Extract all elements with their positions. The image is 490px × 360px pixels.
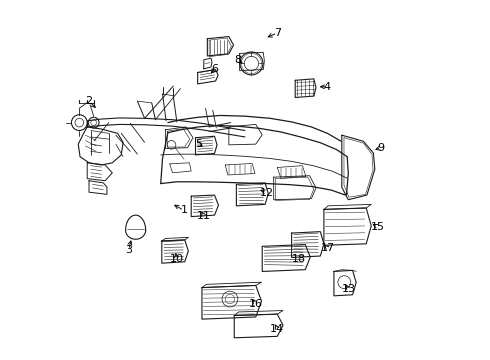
Text: 14: 14 (270, 324, 284, 334)
Text: 13: 13 (342, 284, 356, 294)
Text: 11: 11 (197, 211, 211, 221)
Text: 12: 12 (259, 188, 273, 198)
Text: 2: 2 (85, 96, 93, 106)
Text: 5: 5 (195, 139, 202, 149)
Text: 17: 17 (320, 243, 335, 253)
Text: 6: 6 (211, 64, 218, 74)
Text: 10: 10 (170, 254, 184, 264)
Text: 16: 16 (249, 299, 263, 309)
Text: 8: 8 (234, 55, 242, 65)
Text: 3: 3 (125, 245, 132, 255)
Text: 15: 15 (371, 222, 385, 231)
Text: 18: 18 (292, 254, 306, 264)
Text: 7: 7 (274, 28, 281, 38)
Text: 4: 4 (324, 82, 331, 92)
Text: 9: 9 (378, 143, 385, 153)
Text: 1: 1 (180, 206, 188, 216)
